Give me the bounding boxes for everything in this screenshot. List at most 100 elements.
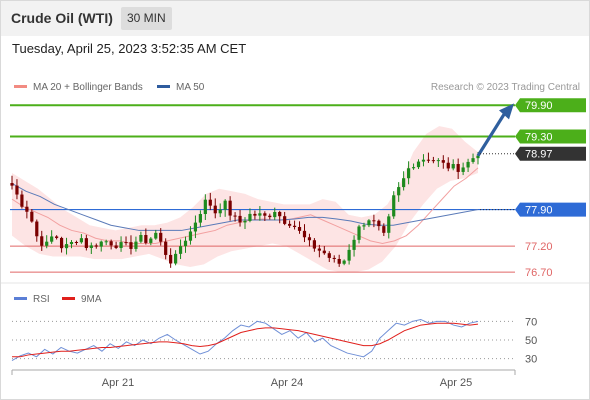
level-tag-79.30-text: 79.30: [525, 132, 553, 144]
candle-body: [466, 161, 470, 168]
candle-body: [451, 164, 455, 169]
candle-body: [55, 236, 59, 238]
candle-body: [99, 241, 103, 247]
candle-body: [228, 200, 232, 216]
rsi-panel: 70 50 30: [11, 316, 537, 366]
x-axis: Apr 21 Apr 24 Apr 25: [11, 369, 516, 389]
candle-body: [45, 241, 49, 246]
candle-body: [178, 246, 183, 254]
candle-body: [64, 244, 69, 249]
instrument-title: Crude Oil (WTI): [11, 10, 113, 26]
candle-body: [159, 232, 163, 242]
candle-body: [114, 245, 118, 248]
arrow-shaft: [476, 113, 506, 157]
candle-body: [69, 241, 74, 245]
candle-body: [327, 253, 331, 258]
candle-body: [446, 162, 450, 169]
current-price-tag-box: [515, 146, 586, 161]
level-tag-77.90-text: 77.90: [525, 205, 553, 217]
candle-body: [377, 220, 381, 227]
candle-body: [233, 215, 237, 217]
rsi-legend-label: RSI: [33, 294, 50, 305]
candle-body: [124, 242, 128, 244]
level-tag-79.90-text: 79.90: [525, 100, 553, 112]
candle-body: [89, 245, 93, 248]
candle-body: [392, 195, 396, 217]
bollinger-band-fill: [12, 126, 478, 273]
price-legend: MA 20 + Bollinger Bands MA 50: [14, 82, 205, 93]
rsi-line: [11, 318, 479, 361]
candle-body: [198, 214, 202, 223]
candle-body: [347, 249, 351, 261]
candle-body: [243, 220, 247, 223]
candle-body: [268, 215, 272, 218]
candle-body: [213, 205, 217, 214]
x-tick-label: Apr 25: [440, 377, 472, 389]
candle-body: [109, 241, 113, 246]
candle-body: [288, 223, 292, 226]
rsi-ma-line: [12, 322, 479, 358]
level-tag-79.90-box: [515, 98, 586, 113]
candle-body: [397, 187, 401, 196]
candle-body: [283, 216, 287, 224]
candle-body: [406, 168, 411, 179]
candle-body: [50, 236, 54, 242]
bollinger-bands: [12, 126, 478, 273]
candle-body: [337, 258, 341, 264]
candle-body: [362, 225, 366, 227]
rsi-legend-swatch: [14, 297, 27, 300]
rsi-legend-swatch: [62, 297, 75, 300]
candle-body: [119, 242, 123, 248]
candle-body: [292, 225, 297, 228]
candle-body: [35, 221, 39, 237]
support-label-76.70: 76.70: [525, 267, 553, 279]
candle-body: [372, 220, 376, 222]
candle-body: [307, 237, 312, 241]
candle-body: [342, 260, 346, 264]
candle-body: [312, 240, 317, 249]
x-tick-label: Apr 21: [102, 377, 134, 389]
timestamp: Tuesday, April 25, 2023 3:52:35 AM CET: [12, 41, 247, 56]
candle-body: [416, 161, 421, 168]
candle-body: [357, 226, 361, 240]
candle-body: [59, 237, 64, 249]
candle-body: [20, 194, 24, 207]
interval-badge[interactable]: 30 MIN: [121, 7, 172, 30]
candle-body: [238, 215, 242, 223]
candle-body: [15, 185, 19, 195]
current-price-tag-text: 78.97: [525, 149, 553, 161]
candle-body: [402, 178, 406, 188]
legend-label: MA 20 + Bollinger Bands: [33, 82, 143, 93]
rsi-tick-70: 70: [525, 316, 537, 328]
candle-body: [387, 216, 391, 233]
candle-body: [218, 209, 222, 214]
x-tick-label: Apr 24: [271, 377, 303, 389]
candle-body: [248, 213, 252, 221]
candle-body: [134, 241, 138, 249]
candle-body: [25, 206, 29, 212]
candle-body: [352, 239, 356, 250]
candle-body: [317, 248, 321, 251]
candle-body: [79, 238, 84, 243]
candle-body: [367, 220, 371, 226]
candle-body: [332, 257, 336, 259]
candle-body: [253, 213, 257, 216]
candle-body: [154, 232, 158, 239]
candle-body: [169, 254, 173, 264]
candle-body: [74, 241, 79, 243]
candlesticks: [10, 152, 480, 268]
candle-body: [84, 238, 88, 248]
projection-arrow: [476, 103, 514, 157]
price-tags: 79.90 79.30 77.90 77.20 76.70 78.97: [480, 98, 586, 279]
candle-body: [258, 213, 262, 216]
candle-body: [278, 211, 282, 217]
candle-body: [322, 250, 326, 254]
legend-swatch: [157, 85, 170, 88]
candle-body: [183, 240, 188, 247]
candle-body: [476, 155, 480, 159]
level-tag-77.90-box: [515, 202, 586, 217]
candle-body: [461, 167, 465, 172]
level-lines: [0, 104, 590, 284]
candle-body: [297, 227, 302, 231]
